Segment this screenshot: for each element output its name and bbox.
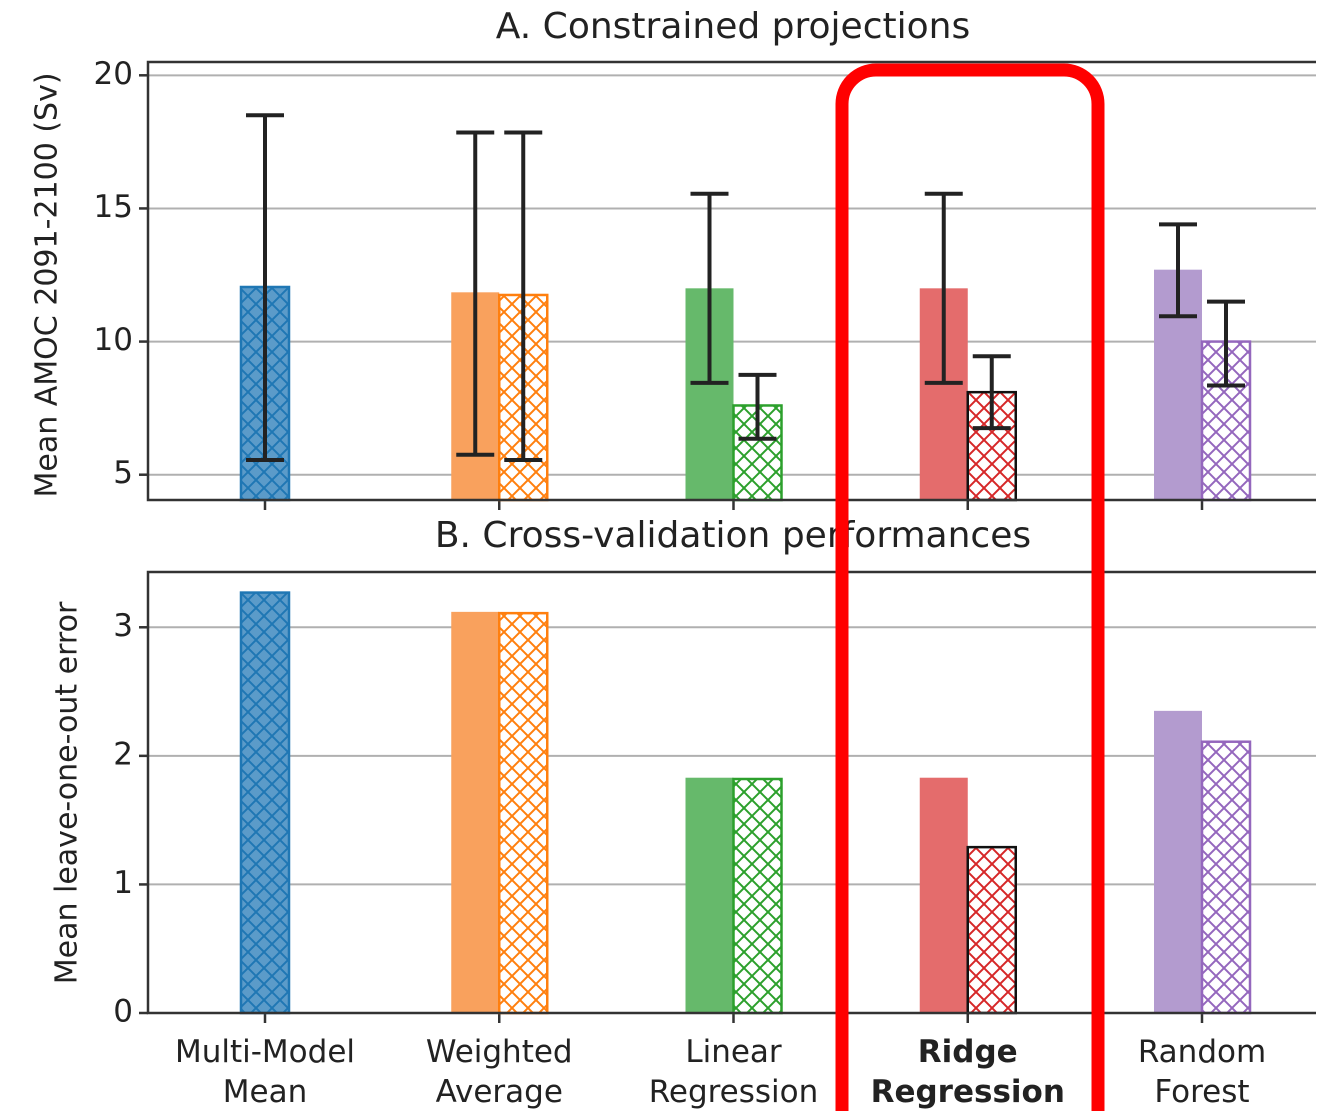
bar-hatch xyxy=(1200,740,1252,1015)
x-tick-label: Ridge Regression xyxy=(871,1034,1065,1110)
error-bar xyxy=(1159,222,1197,319)
highlight-box xyxy=(835,63,1105,1111)
y-tick-label: 10 xyxy=(94,322,133,358)
bar-hatch xyxy=(732,777,783,1015)
x-tick-label: Random Forest xyxy=(1138,1034,1266,1110)
error-bar xyxy=(246,113,284,463)
hatched-bar xyxy=(239,591,291,1015)
y-axis-label: Mean leave-one-out error xyxy=(50,601,85,984)
hatched-bar xyxy=(498,611,549,1015)
bar-hatch xyxy=(966,845,1017,1015)
y-tick-label: 1 xyxy=(113,865,133,901)
bar xyxy=(1154,710,1202,1013)
y-tick-label: 15 xyxy=(94,189,133,225)
error-bar xyxy=(504,130,543,463)
error-bar xyxy=(690,191,729,385)
x-tick-label: Weighted Average xyxy=(426,1034,573,1110)
axes-frame xyxy=(146,60,1316,502)
bar xyxy=(685,777,734,1013)
y-tick-label: 0 xyxy=(113,994,133,1030)
hatched-bar xyxy=(1200,740,1252,1015)
error-bar xyxy=(972,354,1011,431)
hatched-bar xyxy=(966,390,1017,502)
bar xyxy=(451,611,500,1013)
bar-hatch xyxy=(239,591,291,1015)
error-bar xyxy=(456,130,495,457)
bar xyxy=(919,777,968,1013)
y-tick-label: 3 xyxy=(113,608,133,644)
error-bar xyxy=(738,372,777,441)
y-axis-label: Mean AMOC 2091-2100 (Sv) xyxy=(30,72,65,497)
x-tick-label: Multi-Model Mean xyxy=(175,1034,355,1110)
y-tick-label: 5 xyxy=(113,455,133,491)
error-bar xyxy=(1207,299,1245,388)
y-tick-label: 2 xyxy=(113,736,133,772)
x-tick-label: Linear Regression xyxy=(649,1034,819,1110)
axes-frame xyxy=(146,570,1316,1015)
y-tick-label: 20 xyxy=(94,56,133,92)
error-bar xyxy=(924,191,963,385)
chart-title: A. Constrained projections xyxy=(496,6,970,47)
hatched-bar xyxy=(966,845,1017,1015)
hatched-bar xyxy=(732,777,783,1015)
chart-title: B. Cross-validation performances xyxy=(435,515,1031,556)
bar-hatch xyxy=(498,611,549,1015)
